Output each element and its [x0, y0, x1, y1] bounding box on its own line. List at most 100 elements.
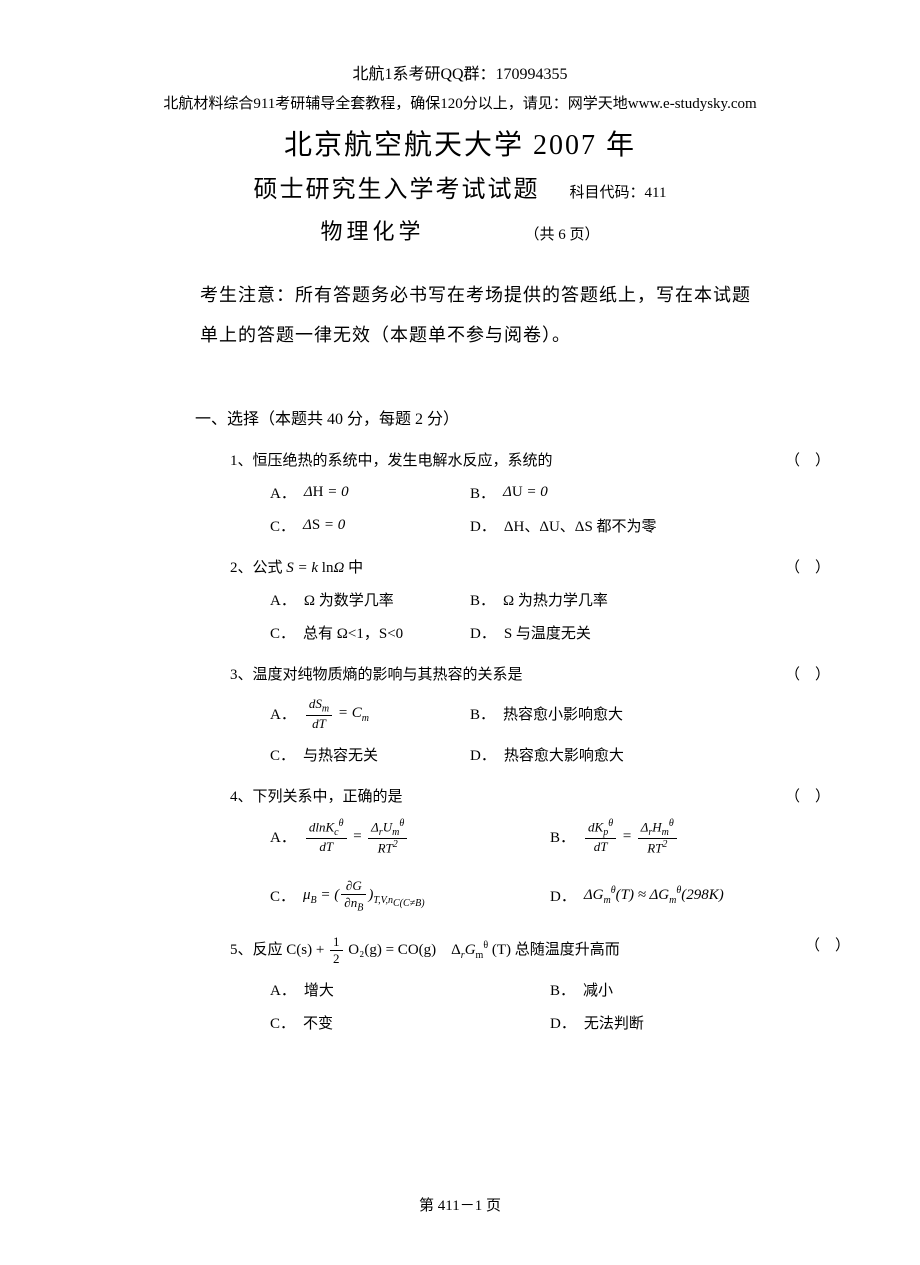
answer-bracket: （ ） — [785, 663, 830, 684]
q4-stem: 4、下列关系中，正确的是 — [230, 785, 810, 806]
stem-suffix: (T) 总随温度升高而 — [492, 942, 620, 958]
q4-option-c: C． μB = (∂G∂nB)T,V,nC(C≠B) — [270, 878, 550, 914]
option-text: 热容愈小影响愈大 — [503, 703, 623, 724]
option-label: C． — [270, 1012, 295, 1033]
answer-bracket: （ ） — [805, 934, 850, 955]
option-text: ΔS = 0 — [303, 517, 345, 534]
subject-code: 科目代码：411 — [570, 181, 667, 202]
formula-g: G — [465, 942, 476, 958]
option-text: 与热容无关 — [303, 744, 378, 765]
q2-options: A． Ω 为数学几率 B． Ω 为热力学几率 C． 总有 Ω<1，S<0 D． … — [270, 589, 810, 643]
q4-option-d: D． ΔGmθ(T) ≈ ΔGmθ(298K) — [550, 878, 750, 914]
stem-prefix: 5、反应 C(s) + — [230, 942, 324, 958]
q2-option-b: B． Ω 为热力学几率 — [470, 589, 670, 610]
exam-notice: 考生注意：所有答题务必书写在考场提供的答题纸上，写在本试题单上的答题一律无效（本… — [200, 276, 760, 355]
q3-option-c: C． 与热容无关 — [270, 744, 470, 765]
page-footer: 第 411－1 页 — [0, 1194, 920, 1215]
q3-option-b: B． 热容愈小影响愈大 — [470, 696, 670, 732]
option-label: C． — [270, 515, 295, 536]
q3-options: A． dSmdT = Cm B． 热容愈小影响愈大 C． 与热容无关 D． 热容… — [270, 696, 810, 765]
option-label: B． — [470, 482, 495, 503]
subject-name: 物理化学 — [320, 214, 424, 246]
q3-option-a: A． dSmdT = Cm — [270, 696, 470, 732]
q4-option-b: B． dKpθdT = ΔrHmθRT2 — [550, 818, 750, 856]
q5-stem: 5、反应 C(s) + 12 O₂(g) = CO(g) ΔrGmθ (T) 总… — [230, 934, 810, 967]
option-label: C． — [270, 622, 295, 643]
option-label: D． — [470, 515, 496, 536]
option-label: D． — [470, 744, 496, 765]
q3-stem: 3、温度对纯物质熵的影响与其热容的关系是 — [230, 663, 810, 684]
option-label: A． — [270, 979, 296, 1000]
question-2: 2、公式 S = k lnΩ 中 （ ） A． Ω 为数学几率 B． Ω 为热力… — [230, 556, 810, 643]
stem-prefix: 2、公式 — [230, 560, 283, 576]
option-formula: μB = (∂G∂nB)T,V,nC(C≠B) — [303, 878, 425, 914]
q4-options: A． dlnKcθdT = ΔrUmθRT2 B． dKpθdT = ΔrHmθ… — [270, 818, 810, 914]
option-text: ΔU = 0 — [503, 484, 548, 501]
option-formula: ΔGmθ(T) ≈ ΔGmθ(298K) — [584, 885, 724, 906]
option-text: ΔH = 0 — [304, 484, 349, 501]
q1-option-b: B． ΔU = 0 — [470, 482, 670, 503]
question-1: 1、恒压绝热的系统中，发生电解水反应，系统的 （ ） A． ΔH = 0 B． … — [230, 449, 810, 536]
subject-row: 物理化学 （共 6 页） — [80, 214, 840, 246]
option-text: Ω 为数学几率 — [304, 589, 394, 610]
q1-option-c: C． ΔS = 0 — [270, 515, 470, 536]
option-text: ΔH、ΔU、ΔS 都不为零 — [504, 515, 657, 536]
q1-stem: 1、恒压绝热的系统中，发生电解水反应，系统的 — [230, 449, 810, 470]
q2-option-a: A． Ω 为数学几率 — [270, 589, 470, 610]
exam-title-row: 硕士研究生入学考试试题 科目代码：411 — [80, 169, 840, 204]
q1-options: A． ΔH = 0 B． ΔU = 0 C． ΔS = 0 D． ΔH、ΔU、Δ… — [270, 482, 810, 536]
stem-formula: S = k lnΩ — [286, 560, 348, 576]
q5-option-b: B． 减小 — [550, 979, 750, 1000]
question-4: 4、下列关系中，正确的是 （ ） A． dlnKcθdT = ΔrUmθRT2 … — [230, 785, 810, 914]
q2-option-d: D． S 与温度无关 — [470, 622, 670, 643]
subscript-m: m — [476, 950, 484, 961]
page-count: （共 6 页） — [525, 223, 600, 244]
option-label: D． — [550, 885, 576, 906]
option-label: A． — [270, 826, 296, 847]
stem-suffix: 中 — [348, 560, 363, 576]
option-label: D． — [470, 622, 496, 643]
header-promo-line: 北航材料综合911考研辅导全套教程，确保120分以上，请见：网学天地www.e-… — [80, 92, 840, 113]
question-3: 3、温度对纯物质熵的影响与其热容的关系是 （ ） A． dSmdT = Cm B… — [230, 663, 810, 765]
exam-title: 硕士研究生入学考试试题 — [254, 169, 540, 204]
q2-option-c: C． 总有 Ω<1，S<0 — [270, 622, 470, 643]
q5-option-a: A． 增大 — [270, 979, 550, 1000]
section-1-title: 一、选择（本题共 40 分，每题 2 分） — [195, 405, 840, 429]
option-label: D． — [550, 1012, 576, 1033]
q2-stem: 2、公式 S = k lnΩ 中 — [230, 556, 810, 577]
q5-option-c: C． 不变 — [270, 1012, 550, 1033]
option-label: C． — [270, 744, 295, 765]
stem-mid: O₂(g) = CO(g) Δ — [348, 942, 461, 958]
q1-option-a: A． ΔH = 0 — [270, 482, 470, 503]
option-text: Ω 为热力学几率 — [503, 589, 608, 610]
q5-options: A． 增大 B． 减小 C． 不变 D． 无法判断 — [270, 979, 810, 1033]
option-label: A． — [270, 589, 296, 610]
option-formula: dlnKcθdT = ΔrUmθRT2 — [304, 818, 409, 856]
option-formula: dSmdT = Cm — [304, 696, 369, 732]
q4-option-a: A． dlnKcθdT = ΔrUmθRT2 — [270, 818, 550, 856]
answer-bracket: （ ） — [785, 449, 830, 470]
option-label: B． — [470, 703, 495, 724]
option-label: A． — [270, 703, 296, 724]
question-5: 5、反应 C(s) + 12 O₂(g) = CO(g) ΔrGmθ (T) 总… — [230, 934, 810, 1033]
header-qq-line: 北航1系考研QQ群：170994355 — [80, 60, 840, 84]
option-text: 无法判断 — [584, 1012, 644, 1033]
option-formula: dKpθdT = ΔrHmθRT2 — [583, 818, 679, 856]
option-text: S 与温度无关 — [504, 622, 591, 643]
option-label: A． — [270, 482, 296, 503]
option-text: 热容愈大影响愈大 — [504, 744, 624, 765]
answer-bracket: （ ） — [785, 556, 830, 577]
option-label: C． — [270, 885, 295, 906]
q1-option-d: D． ΔH、ΔU、ΔS 都不为零 — [470, 515, 670, 536]
option-label: B． — [550, 979, 575, 1000]
fraction-half: 12 — [330, 934, 343, 967]
university-title: 北京航空航天大学 2007 年 — [80, 123, 840, 163]
option-label: B． — [470, 589, 495, 610]
option-text: 总有 Ω<1，S<0 — [303, 622, 403, 643]
option-text: 增大 — [304, 979, 334, 1000]
q5-option-d: D． 无法判断 — [550, 1012, 750, 1033]
option-label: B． — [550, 826, 575, 847]
q3-option-d: D． 热容愈大影响愈大 — [470, 744, 670, 765]
answer-bracket: （ ） — [785, 785, 830, 806]
superscript-theta: θ — [483, 940, 488, 951]
